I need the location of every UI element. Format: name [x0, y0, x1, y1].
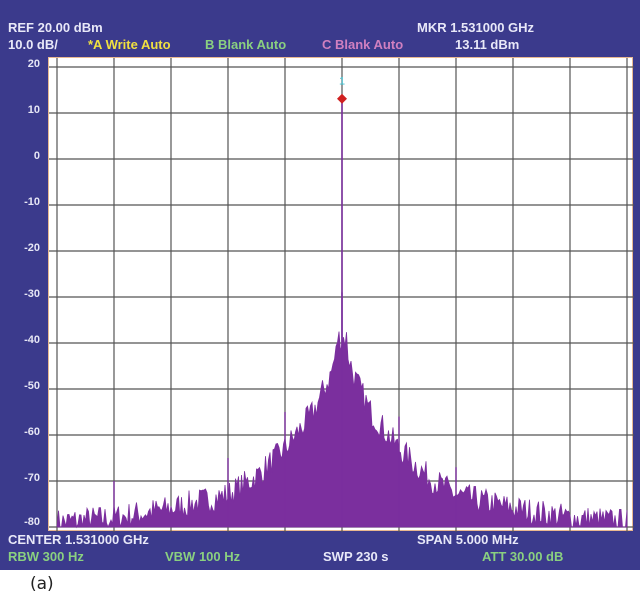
spectrum-graph: 1: [49, 58, 634, 532]
trace-a-status: *A Write Auto: [88, 37, 171, 52]
sweep-time: SWP 230 s: [323, 549, 389, 564]
rbw: RBW 300 Hz: [8, 549, 84, 564]
ytick: -80: [24, 516, 40, 528]
center-frequency: CENTER 1.531000 GHz: [8, 532, 149, 547]
ytick: -30: [24, 288, 40, 300]
trace-c-status: C Blank Auto: [322, 37, 404, 52]
ytick: -40: [24, 334, 40, 346]
trace-b-status: B Blank Auto: [205, 37, 287, 52]
marker-level: 13.11 dBm: [455, 37, 520, 52]
spectrum-plot: 1: [48, 57, 634, 532]
ytick: 10: [27, 104, 40, 116]
scale-per-div: 10.0 dB/: [8, 37, 58, 52]
ytick: -10: [24, 196, 40, 208]
attenuation: ATT 30.00 dB: [482, 549, 564, 564]
marker-frequency: MKR 1.531000 GHz: [417, 20, 535, 35]
analyzer-screen: REF 20.00 dBm 10.0 dB/ *A Write Auto B B…: [0, 0, 640, 570]
ytick: -20: [24, 242, 40, 254]
ref-level: REF 20.00 dBm: [8, 20, 103, 35]
marker-diamond: [337, 93, 347, 104]
ytick: -50: [24, 380, 40, 392]
ytick: -70: [24, 472, 40, 484]
span: SPAN 5.000 MHz: [417, 532, 519, 547]
ytick: -60: [24, 426, 40, 438]
vbw: VBW 100 Hz: [165, 549, 241, 564]
ytick: 20: [27, 58, 40, 70]
svg-text:1: 1: [339, 76, 345, 88]
figure-caption: (a): [30, 574, 54, 594]
ytick: 0: [33, 150, 40, 162]
